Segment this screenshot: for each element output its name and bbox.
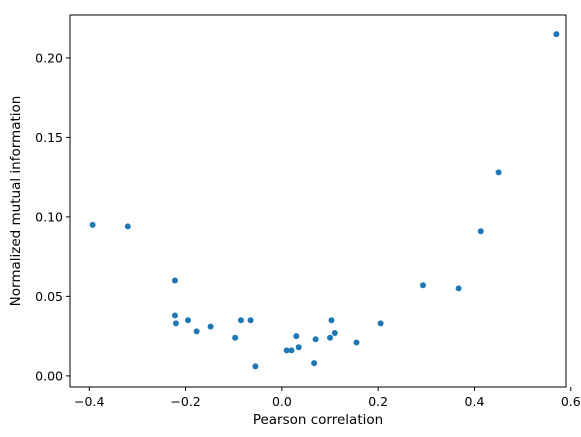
x-tick-label: 0.6 (561, 394, 581, 409)
x-tick-label: −0.4 (74, 394, 104, 409)
x-axis-label: Pearson correlation (253, 412, 383, 428)
data-point (495, 169, 502, 176)
data-point (328, 317, 335, 324)
data-point (247, 317, 254, 324)
data-point (311, 360, 318, 367)
data-point (553, 31, 560, 38)
data-point (353, 339, 360, 346)
data-point (455, 285, 462, 292)
data-point (377, 320, 384, 327)
data-point (171, 312, 178, 319)
data-point (295, 344, 302, 351)
data-point (312, 336, 319, 343)
x-tick-label: 0.2 (368, 394, 388, 409)
data-point (124, 223, 131, 230)
data-point (184, 317, 191, 324)
y-tick-label: 0.10 (35, 209, 63, 224)
data-point (419, 282, 426, 289)
data-point (172, 320, 179, 327)
data-point (288, 347, 295, 354)
y-tick-label: 0.20 (35, 50, 63, 65)
y-axis-label: Normalized mutual information (8, 96, 24, 307)
y-tick-label: 0.05 (35, 289, 63, 304)
x-axis-ticks: −0.4 −0.2 0.0 0.2 0.4 0.6 (74, 387, 581, 409)
data-point (252, 363, 259, 370)
plot-frame (69, 14, 567, 388)
data-points (89, 31, 560, 370)
y-tick-label: 0.15 (35, 130, 63, 145)
x-tick-label: −0.2 (170, 394, 200, 409)
data-point (293, 333, 300, 340)
data-point (207, 323, 214, 330)
data-point (477, 228, 484, 235)
data-point (171, 277, 178, 284)
data-point (327, 334, 334, 341)
x-tick-label: 0.0 (272, 394, 292, 409)
data-point (237, 317, 244, 324)
x-tick-label: 0.4 (465, 394, 485, 409)
data-point (331, 329, 338, 336)
y-tick-label: 0.00 (35, 368, 63, 383)
data-point (193, 328, 200, 335)
data-point (232, 334, 239, 341)
y-axis-ticks: 0.00 0.05 0.10 0.15 0.20 (35, 50, 70, 383)
data-point (89, 221, 96, 228)
data-point (283, 347, 290, 354)
